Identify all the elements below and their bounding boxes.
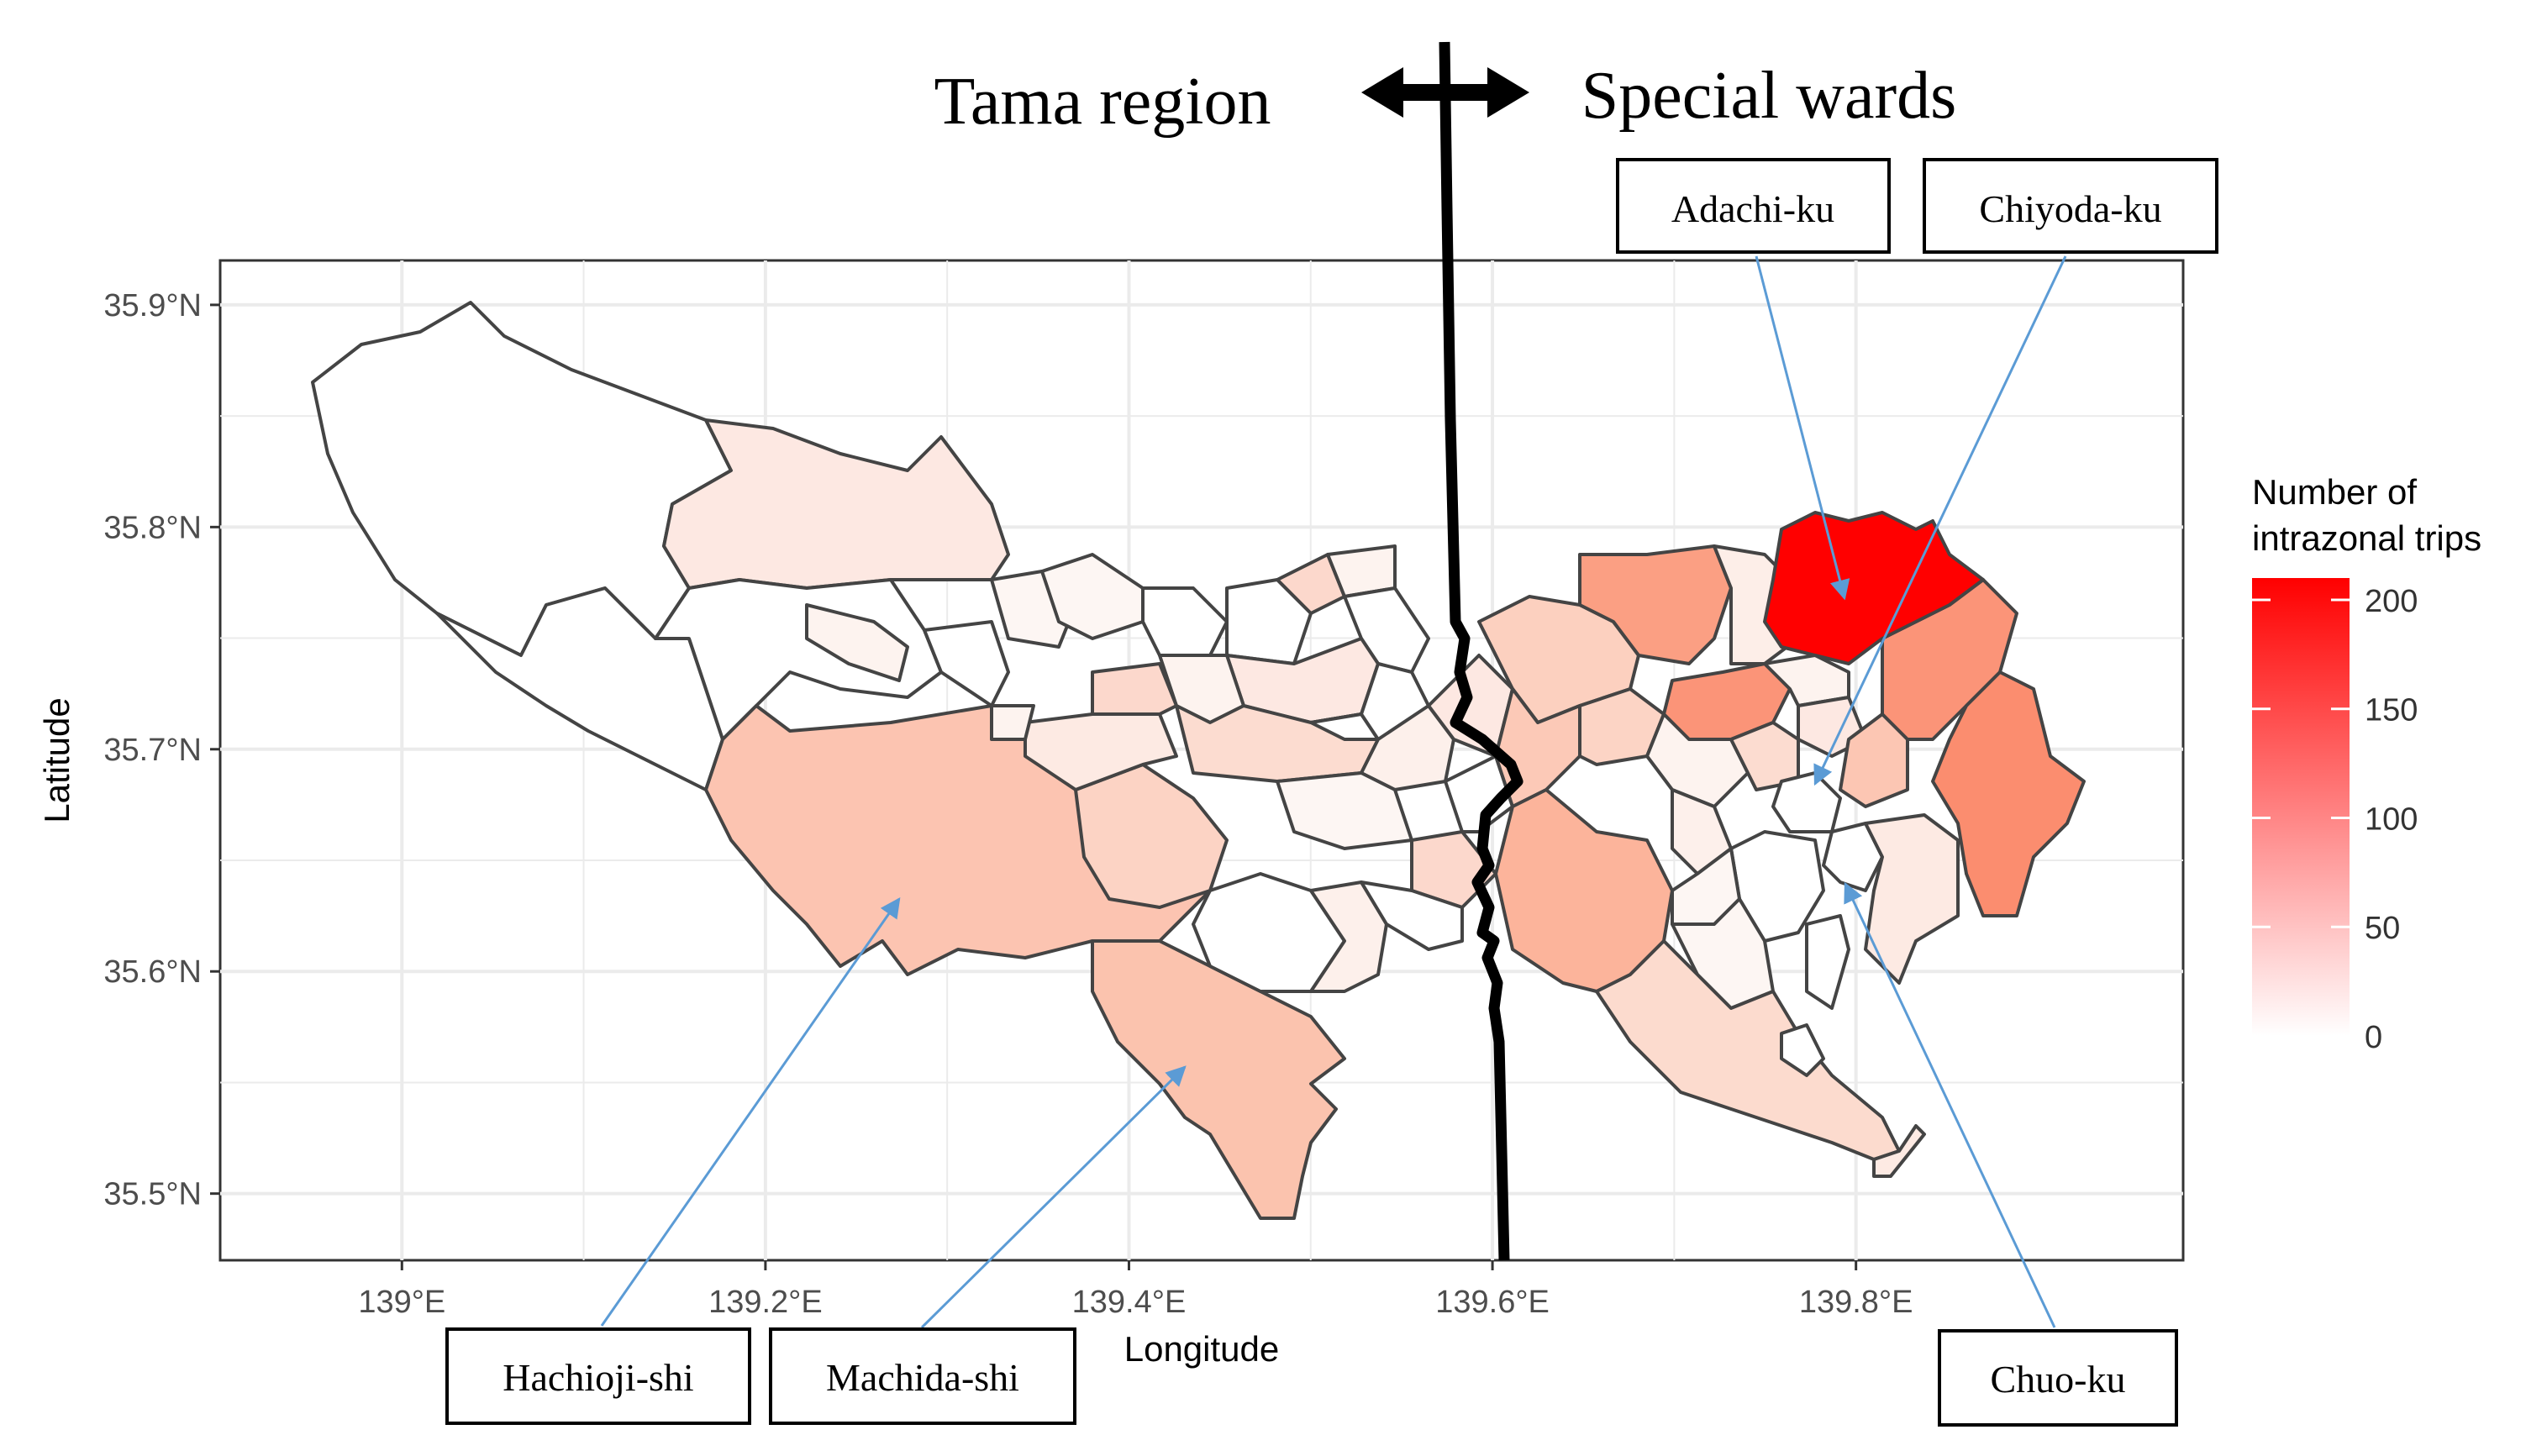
callout-chuo: Chuo-ku xyxy=(1938,1329,2178,1427)
arrow-hachioji xyxy=(600,897,901,1327)
callout-hachioji: Hachioji-shi xyxy=(445,1327,751,1425)
legend-tick-label: 150 xyxy=(2365,693,2418,728)
legend-tick-label: 200 xyxy=(2365,584,2418,619)
region-higashimurayama[interactable] xyxy=(1225,578,1313,665)
x-tick-label: 139.8°E xyxy=(1799,1285,1913,1320)
municipality-regions xyxy=(311,301,2086,1220)
x-tick-label: 139.4°E xyxy=(1072,1285,1187,1320)
boundary-divider-line xyxy=(1439,41,1523,1261)
axes: 139°E 139.2°E 139.4°E 139.6°E 139.8°E 35.5°N 3… xyxy=(103,288,1913,1320)
y-tick-label: 35.9°N xyxy=(103,288,202,323)
callout-chiyoda: Chiyoda-ku xyxy=(1923,158,2218,254)
region-bay-island-1[interactable] xyxy=(1805,914,1850,1010)
region-fussa[interactable] xyxy=(923,620,1010,707)
callout-machida: Machida-shi xyxy=(769,1327,1076,1425)
double-arrow-icon xyxy=(1361,67,1529,118)
region-ome[interactable] xyxy=(662,418,1010,590)
y-tick-label: 35.7°N xyxy=(103,733,202,768)
region-koto[interactable] xyxy=(1864,813,1960,985)
region-haneda-strip[interactable] xyxy=(1872,1124,1926,1178)
callout-chiyoda-label: Chiyoda-ku xyxy=(1979,187,2161,230)
arrow-machida xyxy=(920,1065,1187,1329)
arrow-adachi xyxy=(1755,255,1850,601)
callout-adachi: Adachi-ku xyxy=(1616,158,1891,254)
legend-tick-label: 0 xyxy=(2365,1020,2382,1055)
callout-machida-label: Machida-shi xyxy=(826,1356,1019,1399)
callout-hachioji-label: Hachioji-shi xyxy=(503,1356,693,1399)
x-tick-label: 139°E xyxy=(358,1285,445,1320)
legend-colorbar xyxy=(2252,578,2350,1036)
y-tick-label: 35.5°N xyxy=(103,1177,202,1212)
legend-tick-label: 50 xyxy=(2365,911,2400,946)
region-kunitachi[interactable] xyxy=(1091,662,1178,716)
legend-title-line2: intrazonal trips xyxy=(2252,518,2481,558)
region-setagaya[interactable] xyxy=(1494,788,1674,993)
callout-chuo-label: Chuo-ku xyxy=(1991,1358,2126,1401)
legend-ticks: 0 50 100 150 200 xyxy=(2252,584,2418,1055)
y-tick-label: 35.6°N xyxy=(103,954,202,990)
arrow-chuo xyxy=(1844,881,2056,1328)
region-tama-small[interactable] xyxy=(1360,880,1464,951)
region-akishima[interactable] xyxy=(990,704,1035,741)
tama-region-label: Tama region xyxy=(934,65,1271,139)
x-axis-title: Longitude xyxy=(1124,1329,1280,1369)
region-itabashi[interactable] xyxy=(1578,544,1733,665)
legend: Number of intrazonal trips 0 50 100 150 200 xyxy=(2252,472,2481,1055)
x-tick-label: 139.6°E xyxy=(1435,1285,1550,1320)
x-tick-label: 139.2°E xyxy=(708,1285,823,1320)
special-wards-label: Special wards xyxy=(1581,59,1957,133)
y-tick-label: 35.8°N xyxy=(103,510,202,545)
region-bay-island-2[interactable] xyxy=(1780,1023,1825,1077)
y-axis-title: Latitude xyxy=(37,697,76,823)
legend-title-line1: Number of xyxy=(2252,472,2417,512)
region-tama-east2[interactable] xyxy=(1444,754,1514,833)
callout-arrows xyxy=(600,255,2067,1329)
callout-adachi-label: Adachi-ku xyxy=(1671,187,1834,230)
region-akiruno[interactable] xyxy=(805,603,909,682)
legend-tick-label: 100 xyxy=(2365,802,2418,837)
region-edogawa[interactable] xyxy=(1931,670,2086,917)
region-adachi[interactable] xyxy=(1763,511,1985,665)
arrow-chiyoda xyxy=(1813,255,2067,786)
